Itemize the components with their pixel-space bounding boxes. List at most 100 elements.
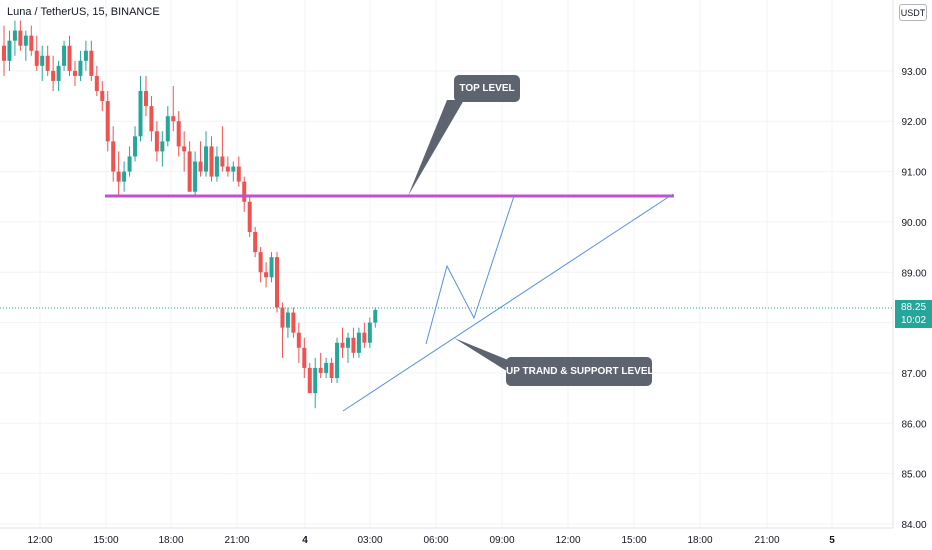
candle-down [236,156,241,187]
price-tick-label: 92.00 [901,117,926,128]
candle-down [296,322,301,363]
time-tick-label: 03:00 [357,535,382,546]
candle-body [160,141,165,152]
candle-body [313,367,318,394]
candle-body [149,106,154,132]
price-tick-label: 87.00 [901,369,926,380]
up-trend-line[interactable] [342,193,674,412]
candle-up [335,337,340,384]
candle-up [83,40,88,71]
candle-down [280,302,285,358]
candle-body [34,50,39,66]
candle-body [280,307,285,328]
time-tick-label: 21:00 [754,535,779,546]
candle-body [176,121,181,147]
candle-down [100,80,105,112]
candle-body [204,146,209,172]
candle-down [242,176,247,212]
candle-down [275,252,279,313]
candle-body [94,75,99,92]
candle-body [373,310,378,323]
candle-down [182,131,187,172]
symbol-title: Luna / TetherUS, 15, BINANCE [7,6,160,18]
candle-down [72,60,77,86]
candle-up [78,50,83,81]
candle-down [340,327,345,358]
candle-up [160,131,165,167]
price-tick-label: 86.00 [901,419,926,430]
candle-up [23,30,28,61]
candle-down [291,307,296,338]
candle-down [187,141,192,192]
time-tick-label: 12:00 [555,535,580,546]
candle-body [100,91,105,102]
candle-down [264,262,269,288]
candle-body [285,312,290,328]
price-tick-label: 90.00 [901,218,926,229]
candle-body [72,70,77,76]
candle-down [34,35,39,71]
candle-down [302,337,307,378]
candle-body [362,332,367,343]
candle-body [253,231,258,253]
top-level-callout[interactable]: TOP LEVEL [454,75,520,102]
candle-body [329,362,334,378]
candle-body [356,332,361,353]
candle-body [236,166,241,182]
candle-body [23,35,28,46]
candle-body [264,272,269,278]
candle-body [111,141,116,172]
candle-body [143,91,148,107]
candle-up [285,307,290,338]
candle-body [231,166,236,172]
candle-body [296,332,301,348]
candle-down [18,20,23,51]
candle-down [89,40,94,81]
last-price-badge: 88.25 10:02 [895,300,932,328]
projection-path[interactable] [425,195,515,345]
price-tick-label: 85.00 [901,470,926,481]
candle-body [182,146,187,152]
candle-down [143,75,148,117]
candle-down [51,55,56,92]
candle-body [138,91,143,137]
candle-body [187,151,192,192]
candle-up [138,75,143,142]
time-tick-label: 18:00 [687,535,712,546]
time-tick-label: 15:00 [621,535,646,546]
candle-up [127,146,132,177]
candle-up [324,357,329,378]
top-level-callout-pointer [408,100,464,196]
price-tick-label: 93.00 [901,67,926,78]
candle-body [165,116,170,142]
candle-body [171,116,176,122]
candle-body [335,342,340,378]
trend-callout[interactable]: UP TRAND & SUPPORT LEVEL [506,357,654,386]
candle-up [40,45,45,81]
currency-badge[interactable]: USDT [899,4,927,21]
candle-body [40,55,45,66]
candle-body [351,337,356,353]
bar-countdown: 10:02 [900,315,927,326]
candle-down [67,35,72,76]
candle-down [247,196,252,238]
candle-up [231,161,236,182]
candle-down [198,141,203,177]
candle-down [2,25,6,76]
candle-body [7,40,12,61]
candle-up [313,357,318,409]
time-tick-label: 12:00 [27,535,52,546]
candles-layer [2,20,378,409]
price-tick-label: 91.00 [901,168,926,179]
candle-down [105,91,110,152]
candle-body [116,171,121,182]
candle-body [62,45,67,66]
candle-body [18,30,23,46]
candle-body [291,312,296,333]
candle-body [127,156,132,172]
candle-body [345,337,350,348]
candle-down [45,45,50,76]
candle-body [45,55,50,71]
